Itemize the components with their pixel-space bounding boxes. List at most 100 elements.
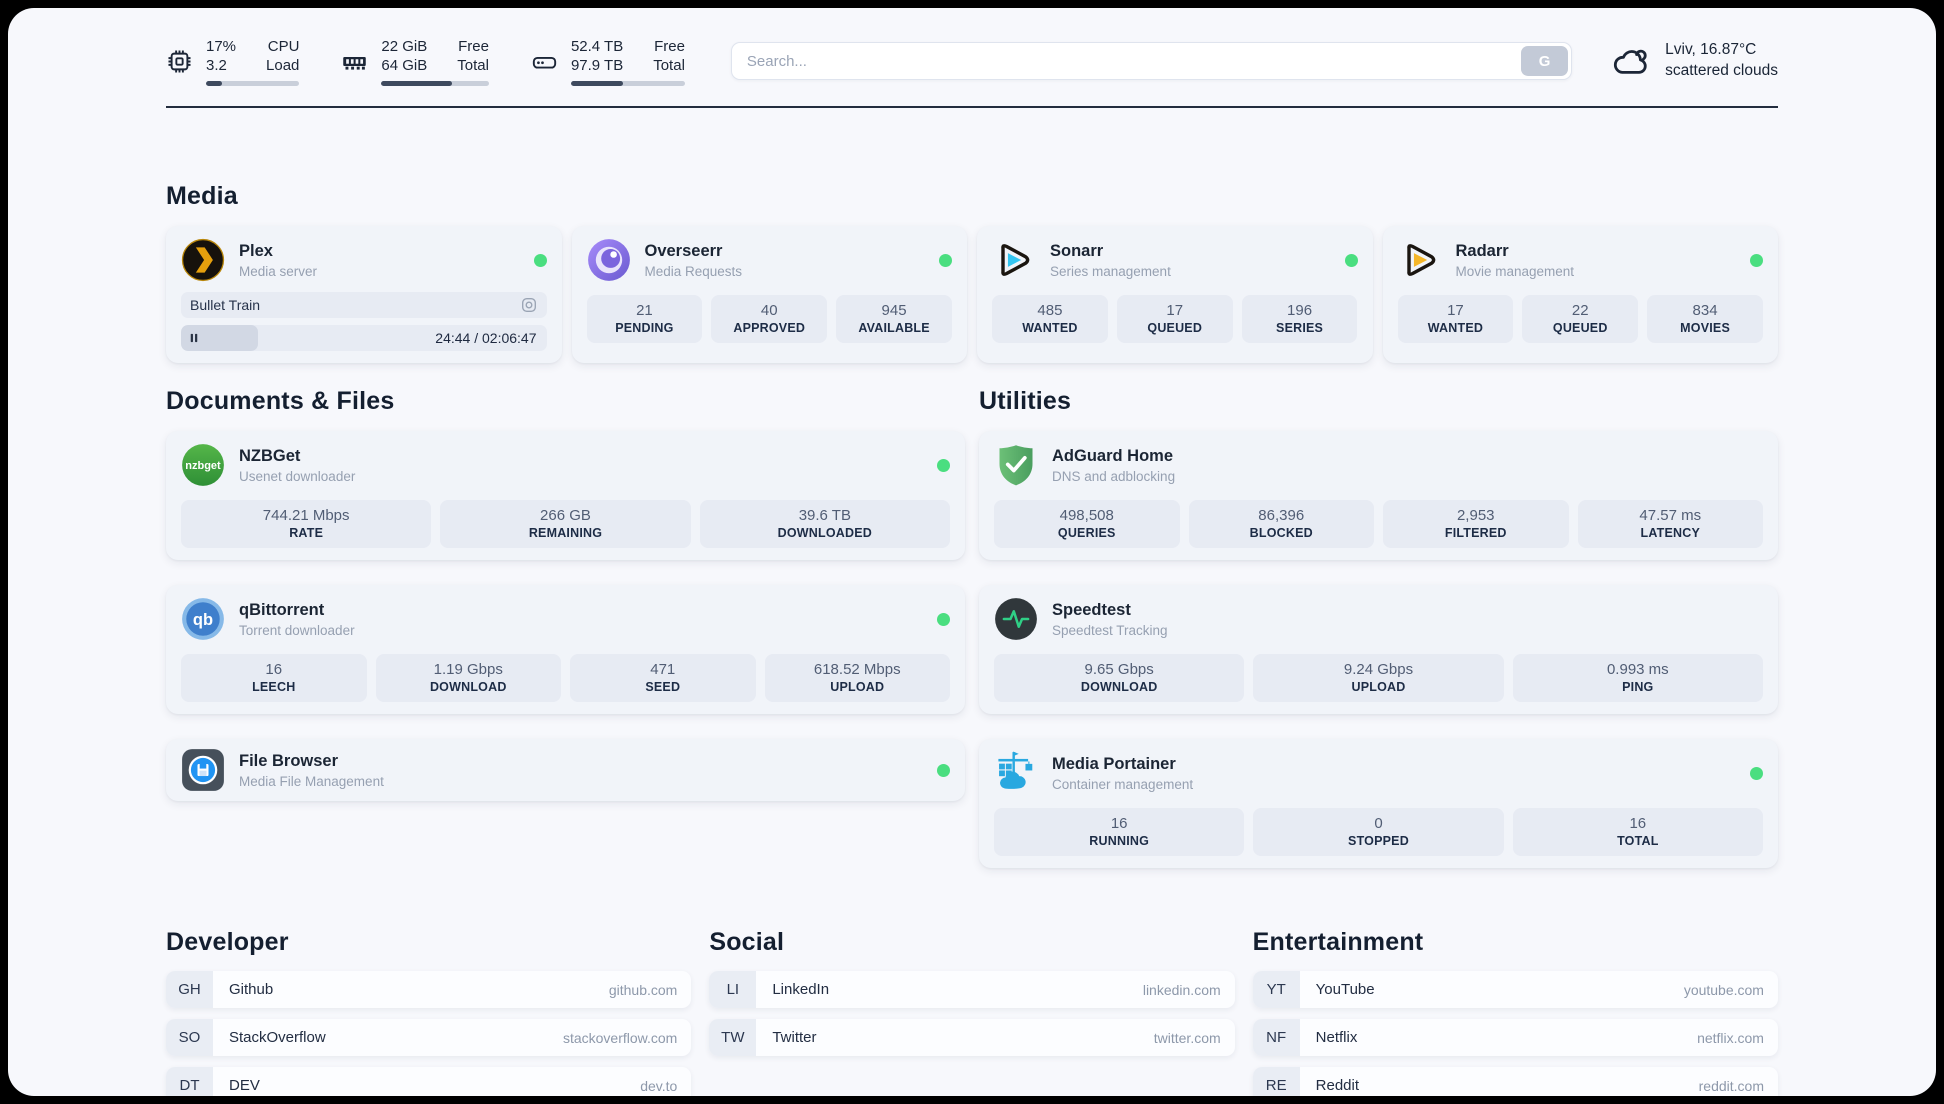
stat-downloaded: 39.6 TB DOWNLOADED [699,500,950,548]
status-online-dot [937,763,950,777]
stat-value: 86,396 [1258,507,1305,524]
app-card-overseerr[interactable]: Overseerr Media Requests 21 PENDING 40 A… [571,226,967,363]
stat-label: WANTED [1427,321,1484,335]
qbittorrent-icon: qb [181,597,225,641]
app-card-qbittorrent[interactable]: qb qBittorrent Torrent downloader 16 LEE… [166,585,965,714]
stat-label: UPLOAD [830,680,885,694]
plex-icon [181,238,225,282]
player-progress-bar[interactable]: 24:44 / 02:06:47 [181,325,547,351]
search-input[interactable] [730,42,1573,80]
stat-label: DOWNLOADED [777,526,872,540]
svg-text:nzbget: nzbget [185,460,221,472]
stat-value: 16 [1629,815,1647,832]
app-description: Container management [1052,776,1194,792]
app-card-portainer[interactable]: Media Portainer Container management 16 … [979,739,1778,868]
section-title-media: Media [166,182,238,210]
cpu-metric: 17% 3.2 CPU Load [166,37,300,86]
app-card-plex[interactable]: Plex Media server Bullet Train [166,226,562,363]
link-netflix[interactable]: NF Netflix netflix.com [1252,1019,1778,1056]
app-card-filebrowser[interactable]: File Browser Media File Management [166,739,965,801]
status-online-dot [937,458,950,472]
stat-total: 16 TOTAL [1512,808,1763,856]
app-description: Torrent downloader [239,622,355,638]
disk-icon [531,48,558,75]
app-card-sonarr[interactable]: Sonarr Series management 485 WANTED 17 Q… [977,226,1373,363]
overseerr-icon [587,238,631,282]
app-description: Usenet downloader [239,468,356,484]
stat-value: 945 [881,302,907,319]
search-engine-button[interactable]: G [1521,46,1569,76]
stat-queued: 22 QUEUED [1522,295,1639,343]
stat-value: 40 [760,302,778,319]
link-url: twitter.com [1153,1029,1221,1046]
disk-total-label: Total [653,57,685,74]
link-youtube[interactable]: YT YouTube youtube.com [1252,971,1778,1008]
dashboard-panel: 17% 3.2 CPU Load [8,8,1936,1096]
svg-text:qb: qb [193,611,213,629]
stat-label: RATE [289,526,324,540]
stat-label: LATENCY [1640,526,1700,540]
status-online-dot [939,253,952,267]
app-card-adguard[interactable]: AdGuard Home DNS and adblocking 498,508 … [979,431,1778,560]
app-description: Media server [239,263,318,279]
stat-label: QUEUED [1147,321,1203,335]
app-card-nzbget[interactable]: nzbget NZBGet Usenet downloader 744.21 M… [166,431,965,560]
app-description: Speedtest Tracking [1052,622,1168,638]
link-dev[interactable]: DT DEV dev.to [166,1067,692,1096]
section-title-utilities: Utilities [979,387,1072,415]
ram-total-label: Total [457,57,489,74]
stat-value: 9.24 Gbps [1343,661,1414,678]
status-online-dot [937,612,950,626]
status-online-dot [1344,253,1358,267]
link-twitter[interactable]: TW Twitter twitter.com [709,1019,1235,1056]
link-url: dev.to [640,1077,678,1094]
link-reddit[interactable]: RE Reddit reddit.com [1252,1067,1778,1096]
stat-value: 485 [1037,302,1063,319]
app-description: DNS and adblocking [1052,468,1176,484]
stat-label: DOWNLOAD [429,680,507,694]
stat-value: 834 [1692,302,1718,319]
link-github[interactable]: GH Github github.com [166,971,692,1008]
stat-pending: 21 PENDING [586,295,703,343]
pause-button[interactable] [181,325,207,351]
header-bar: 17% 3.2 CPU Load [166,32,1778,90]
app-card-radarr[interactable]: Radarr Movie management 17 WANTED 22 QUE… [1382,226,1778,363]
app-description: Movie management [1455,263,1575,279]
link-tag: SO [166,1019,213,1056]
link-name: Reddit [1315,1077,1360,1094]
app-name: Overseerr [644,241,723,260]
app-name: Sonarr [1050,241,1104,260]
stat-label: SERIES [1276,321,1324,335]
app-card-speedtest[interactable]: Speedtest Speedtest Tracking 9.65 Gbps D… [979,585,1778,714]
link-url: linkedin.com [1142,981,1221,998]
stat-value: 22 [1571,302,1589,319]
section-title-social: Social [709,928,785,956]
stat-value: 0.993 ms [1606,661,1669,678]
app-description: Media Requests [644,263,743,279]
link-stackoverflow[interactable]: SO StackOverflow stackoverflow.com [166,1019,692,1056]
cpu-usage-value: 17% [206,37,237,55]
link-tag: DT [166,1067,213,1096]
stat-label: RUNNING [1089,834,1150,848]
radarr-icon [1398,238,1442,282]
app-name: NZBGet [239,446,301,465]
link-linkedin[interactable]: LI LinkedIn linkedin.com [709,971,1235,1008]
stat-value: 47.57 ms [1639,507,1702,524]
link-name: StackOverflow [229,1029,326,1046]
player-time: 24:44 / 02:06:47 [435,330,537,346]
link-name: LinkedIn [772,981,830,998]
stat-label: PING [1622,680,1654,694]
stat-label: REMAINING [528,526,603,540]
link-tag: GH [166,971,213,1008]
stat-queued: 17 QUEUED [1116,295,1233,343]
stat-value: 17 [1447,302,1464,319]
stat-label: WANTED [1022,321,1078,335]
stat-label: UPLOAD [1351,680,1406,694]
ram-free-value: 22 GiB [381,37,428,55]
media-thumbnail-icon [520,296,538,314]
stat-value: 744.21 Mbps [262,507,350,524]
stat-label: PENDING [615,321,674,335]
app-name: AdGuard Home [1052,446,1174,465]
link-tag: TW [709,1019,757,1056]
weather-widget: Lviv, 16.87°C scattered clouds [1610,40,1778,82]
